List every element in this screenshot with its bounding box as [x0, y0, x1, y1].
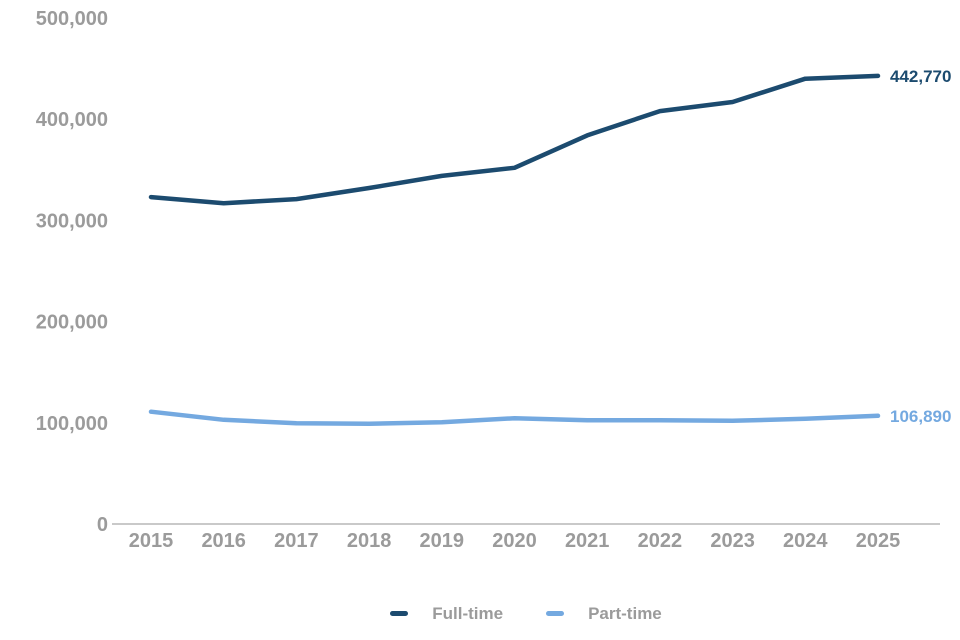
- series-line-full-time: [148, 73, 881, 206]
- y-axis-tick-label: 0: [97, 514, 108, 536]
- x-axis-tick-label: 2024: [783, 530, 828, 552]
- x-axis-tick-label: 2015: [129, 530, 174, 552]
- x-axis-tick-label: 2017: [274, 530, 319, 552]
- y-axis-tick-label: 300,000: [36, 210, 108, 232]
- x-axis-tick-label: 2023: [710, 530, 755, 552]
- part-time-swatch-icon: [546, 610, 565, 616]
- x-axis-tick-label: 2020: [492, 530, 537, 552]
- legend-label-part-time: Part-time: [588, 603, 662, 623]
- full-time-swatch-icon: [390, 610, 409, 616]
- legend-item-part-time: Part-time: [546, 605, 662, 622]
- legend-label-full-time: Full-time: [432, 603, 504, 623]
- chart-legend: Full-time Part-time: [112, 600, 940, 626]
- series-end-value-label: 106,890: [890, 407, 951, 426]
- y-axis-tick-label: 400,000: [36, 109, 108, 131]
- y-axis-tick-label: 100,000: [36, 413, 108, 435]
- x-axis-tick-label: 2018: [347, 530, 392, 552]
- line-chart-plot: 0 100,000 200,000 300,000 400,000 500,000 2015…: [36, 8, 952, 552]
- x-axis-tick-label: 2021: [565, 530, 610, 552]
- y-axis-tick-label: 500,000: [36, 8, 108, 30]
- x-axis-tick-label: 2019: [420, 530, 465, 552]
- y-axis-tick-label: 200,000: [36, 312, 108, 334]
- x-axis-tick-label: 2025: [856, 530, 901, 552]
- series-line-part-time: [148, 409, 881, 427]
- x-axis-tick-label: 2016: [201, 530, 246, 552]
- series-end-value-label: 442,770: [890, 67, 951, 86]
- x-axis-tick-label: 2022: [638, 530, 683, 552]
- legend-item-full-time: Full-time: [390, 605, 503, 622]
